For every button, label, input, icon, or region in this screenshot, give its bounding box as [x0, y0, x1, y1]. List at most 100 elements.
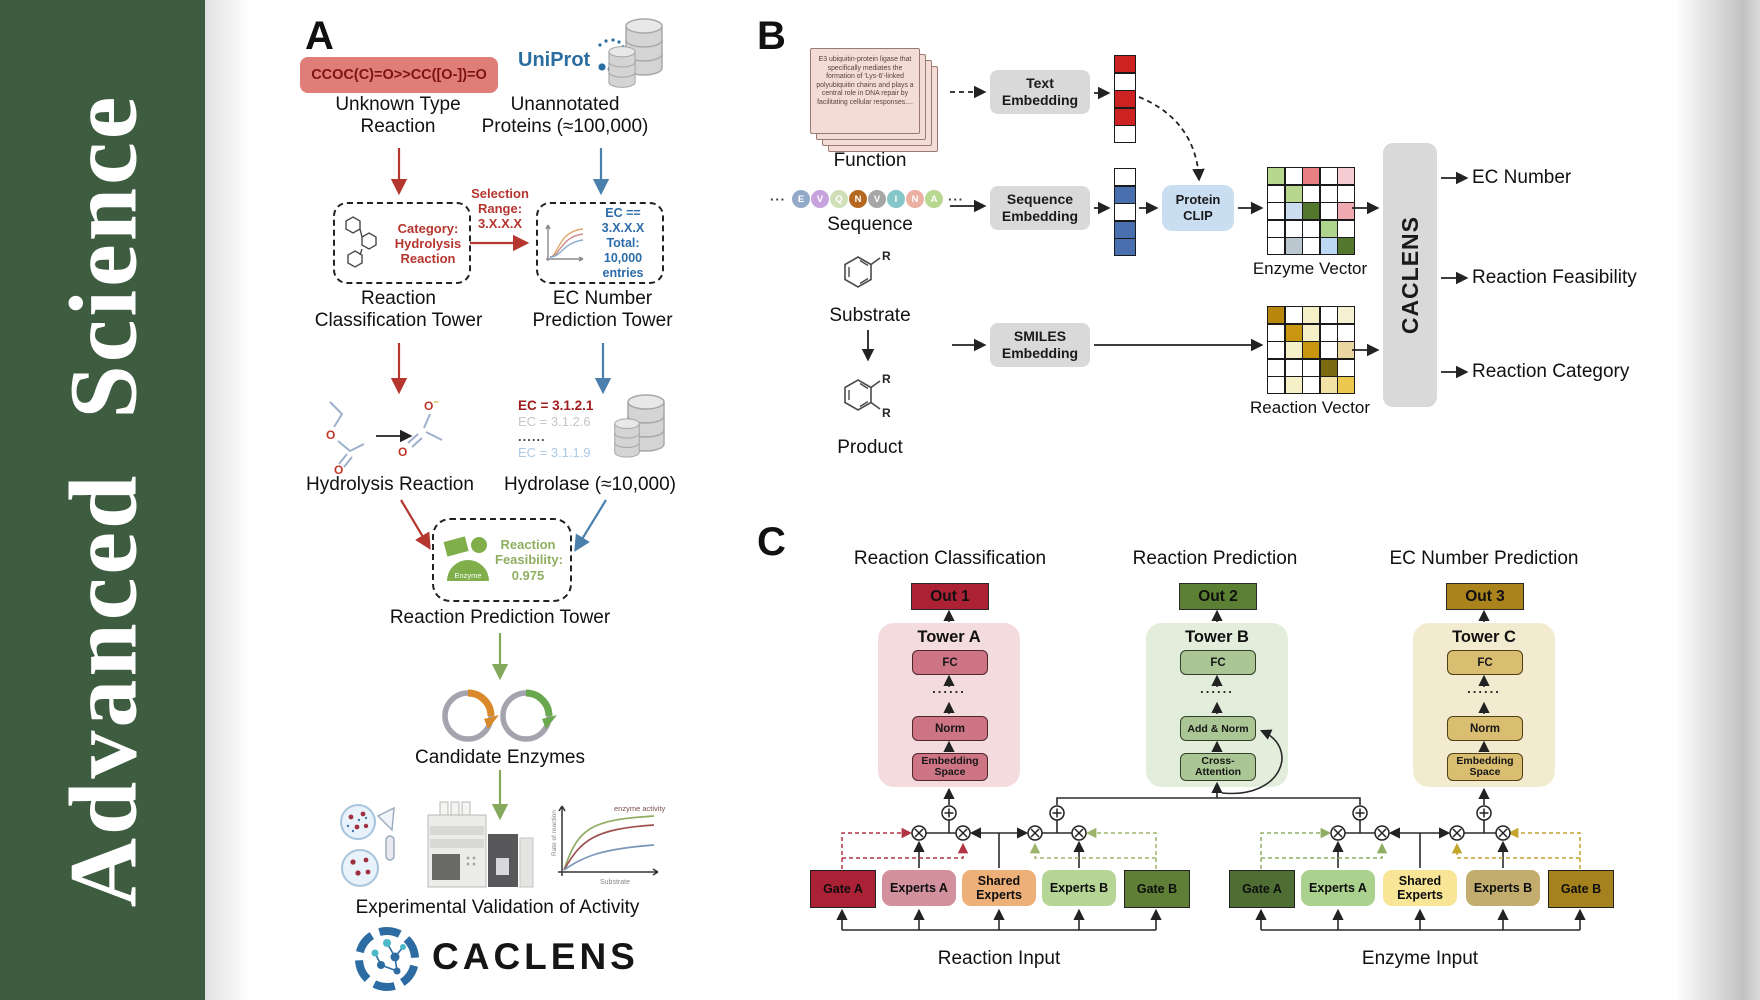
- selection-range-label: Selection Range: 3.X.X.X: [471, 186, 529, 231]
- tower-c-embedding-space: Embedding Space: [1447, 753, 1523, 781]
- enzyme-experts-b: Experts B: [1466, 870, 1540, 906]
- mini-chart-xlabel: Substrate: [600, 879, 630, 886]
- tower-b-add-norm: Add & Norm: [1180, 716, 1256, 741]
- smiles-reaction-box: CCOC(C)=O>>CC([O-])=O: [300, 57, 498, 93]
- function-card-stack: E3 ubiquitin-protein ligase that specifi…: [810, 48, 940, 152]
- tower-b-fc: FC: [1180, 650, 1256, 675]
- validation-label: Experimental Validation of Activity: [355, 897, 640, 918]
- plasmids-icon: [442, 689, 557, 742]
- enzyme-shared-experts: Shared Experts: [1383, 870, 1457, 906]
- curves-icon: [545, 224, 584, 262]
- function-text: E3 ubiquitin-protein ligase that specifi…: [816, 56, 914, 106]
- reaction-vector-matrix: [1267, 306, 1355, 394]
- product-r-label: R: [882, 372, 891, 386]
- hydrolase-database-icon: [614, 394, 665, 458]
- tower-b-dots: ......: [1200, 681, 1234, 696]
- sequence-dots-trailing: ···: [948, 192, 964, 207]
- tower-b: Tower B FC ...... Add & Norm Cross- Atte…: [1146, 623, 1288, 787]
- tower-b-title: Tower B: [1185, 628, 1249, 646]
- enzyme-icon: Enzyme: [443, 536, 489, 581]
- tower-a-dots: ......: [932, 681, 966, 696]
- function-label: Function: [833, 150, 907, 171]
- substrate-structure-icon: R: [844, 249, 891, 288]
- enzyme-activity-chart: enzyme activity Rate of reaction Substra…: [551, 804, 666, 886]
- enzyme-badge: Enzyme: [454, 571, 481, 580]
- tower-b-cross-attention: Cross- Attention: [1180, 753, 1256, 781]
- sequence-embedding-vector: [1114, 168, 1136, 256]
- unannotated-proteins-label: Unannotated Proteins (≈100,000): [481, 94, 649, 137]
- ec-filter-label: EC == 3.X.X.X Total: 10,000 entries: [601, 205, 645, 280]
- enzyme-gate-b: Gate B: [1548, 870, 1614, 908]
- smiles-embedding-box: SMILES Embedding: [990, 323, 1090, 367]
- page-left-shadow: [205, 0, 250, 1000]
- header-reaction-classification: Reaction Classification: [853, 548, 1047, 569]
- caclens-model-box: CACLENS: [1383, 143, 1437, 407]
- feasibility-label: Reaction Feasibility: 0.975: [495, 536, 563, 583]
- output-ec-number: EC Number: [1472, 167, 1572, 188]
- hydrolysis-structures-icon: O O O− O: [326, 397, 443, 474]
- function-card-front: E3 ubiquitin-protein ligase that specifi…: [810, 48, 920, 134]
- ec-number-list: EC = 3.1.2.1 EC = 3.1.2.6...... EC = 3.1.1…: [518, 398, 594, 460]
- sum-node-icons: [941, 805, 1492, 821]
- candidate-enzymes-label: Candidate Enzymes: [414, 747, 586, 768]
- prediction-tower-label: Reaction Prediction Tower: [389, 607, 611, 628]
- caclens-wordmark: CACLENS: [432, 936, 639, 977]
- category-label: Category: Hydrolysis Reaction: [394, 220, 462, 266]
- panel-a-label: A: [305, 14, 334, 58]
- page-right-shadow: [1675, 0, 1760, 1000]
- ec-tower-label: EC Number Prediction Tower: [532, 288, 673, 331]
- sequence-dots-leading: ···: [770, 192, 786, 207]
- reaction-vector-label: Reaction Vector: [1249, 398, 1370, 417]
- journal-sidebar: Advanced Science: [0, 0, 205, 1000]
- hplc-instrument-icon: [427, 801, 534, 888]
- tower-c-norm: Norm: [1447, 716, 1523, 741]
- reaction-shared-experts: Shared Experts: [962, 870, 1036, 906]
- out2-box: Out 2: [1179, 583, 1257, 610]
- enzyme-experts-a: Experts A: [1301, 870, 1375, 906]
- tower-c-fc: FC: [1447, 650, 1523, 675]
- ec-filter-box: EC == 3.X.X.X Total: 10,000 entries: [536, 202, 664, 284]
- reaction-input-label: Reaction Input: [937, 948, 1061, 969]
- caclens-model-label: CACLENS: [1396, 215, 1423, 335]
- tower-a-norm: Norm: [912, 716, 988, 741]
- tower-c-dots: ......: [1467, 681, 1501, 696]
- reaction-gate-a: Gate A: [810, 870, 876, 908]
- protein-database-icon: [608, 18, 663, 88]
- text-embedding-vector: [1114, 55, 1136, 143]
- substrate-r-label: R: [882, 249, 891, 263]
- out3-box: Out 3: [1446, 583, 1524, 610]
- hydrolysis-label: Hydrolysis Reaction: [306, 474, 474, 495]
- enzyme-input-label: Enzyme Input: [1361, 948, 1479, 969]
- substrate-label: Substrate: [829, 305, 911, 326]
- reaction-category-box: Category: Hydrolysis Reaction: [333, 202, 471, 284]
- uniprot-logo: UniProt: [518, 49, 591, 71]
- journal-title: Advanced Science: [49, 93, 157, 907]
- svg-text:O: O: [398, 445, 407, 459]
- tower-a-title: Tower A: [917, 628, 981, 646]
- product-label: Product: [837, 437, 903, 458]
- reaction-gate-b: Gate B: [1124, 870, 1190, 908]
- panel-c-label: C: [757, 520, 786, 564]
- reaction-experts-a: Experts A: [882, 870, 956, 906]
- enzyme-vector-label: Enzyme Vector: [1252, 259, 1368, 278]
- output-reaction-feasibility: Reaction Feasibility: [1472, 267, 1637, 288]
- molecules-icon: [345, 216, 377, 268]
- mini-chart-title: enzyme activity: [614, 804, 666, 813]
- product-node-icons: [911, 825, 1511, 841]
- unknown-reaction-label: Unknown Type Reaction: [335, 94, 461, 137]
- panel-b-label: B: [757, 14, 786, 58]
- svg-text:O−: O−: [424, 397, 439, 413]
- feasibility-box: Enzyme Reaction Feasibility: 0.975: [432, 518, 572, 602]
- header-ec-number-prediction: EC Number Prediction: [1389, 548, 1579, 569]
- mini-chart-ylabel: Rate of reaction: [551, 810, 558, 856]
- tower-c-title: Tower C: [1452, 628, 1516, 646]
- output-reaction-category: Reaction Category: [1472, 361, 1630, 382]
- tower-c: Tower C FC ...... Norm Embedding Space: [1413, 623, 1555, 787]
- reaction-experts-b: Experts B: [1042, 870, 1116, 906]
- tower-a-embedding-space: Embedding Space: [912, 753, 988, 781]
- enzyme-gate-a: Gate A: [1229, 870, 1295, 908]
- sequence-embedding-box: Sequence Embedding: [990, 186, 1090, 230]
- svg-text:O: O: [326, 428, 335, 442]
